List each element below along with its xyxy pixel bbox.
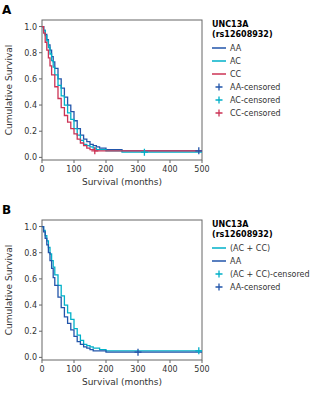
x-tick [138,360,139,363]
panel-label: A [2,3,12,17]
x-tick [202,360,203,363]
survival-curve [42,27,202,151]
legend-swatch [216,97,223,104]
survival-curve [42,227,202,353]
x-axis-label: Survival (months) [82,377,162,387]
legend-swatch [212,60,226,62]
x-tick-label: 400 [162,365,177,374]
y-tick [39,252,42,253]
y-tick [39,278,42,279]
legend-label: AA [230,257,242,266]
x-tick-label: 100 [66,165,81,174]
panel: 0 100 200 300 400 500 0.0 0.2 0.4 0.6 0.8 1.0 Surviv… [2,3,281,187]
x-tick [74,160,75,163]
y-tick-label: 0.8 [24,249,37,258]
x-tick-label: 500 [194,365,209,374]
x-axis-label: Survival (months) [82,177,162,187]
y-tick-label: 0.0 [24,353,37,362]
plot-area [42,27,202,156]
y-tick [39,52,42,53]
legend-label: AA-censored [230,83,280,92]
y-tick [39,226,42,227]
legend-swatch [212,260,226,262]
y-tick [39,105,42,106]
y-tick [39,78,42,79]
x-tick-label: 0 [39,365,44,374]
censored-marker [195,347,202,354]
y-tick [39,157,42,158]
legend-label: CC-censored [230,109,281,118]
x-tick-label: 300 [130,365,145,374]
plot-frame [42,20,202,160]
panel-label: B [2,203,11,217]
x-tick-label: 300 [130,165,145,174]
x-tick [106,160,107,163]
y-tick-label: 0.4 [24,101,37,110]
x-tick-label: 200 [98,365,113,374]
legend-label: (AC + CC) [230,244,270,253]
y-axis-label: Cumulative Survival [4,45,14,136]
censored-marker [141,149,148,156]
x-tick [202,160,203,163]
x-tick [74,360,75,363]
y-tick [39,331,42,332]
x-tick [170,160,171,163]
legend-swatch [212,73,226,75]
y-tick-label: 0.6 [24,75,37,84]
survival-curve [42,27,202,153]
y-tick-label: 0.0 [24,153,37,162]
x-tick-label: 400 [162,165,177,174]
y-tick [39,357,42,358]
legend-label: AC [230,57,241,66]
y-tick [39,26,42,27]
censored-marker [91,147,98,154]
x-tick [42,160,43,163]
legend-swatch [212,247,226,249]
legend-label: AA-censored [230,283,280,292]
y-tick-label: 1.0 [24,223,37,232]
y-tick-label: 0.4 [24,301,37,310]
panel: 0 100 200 300 400 500 0.0 0.2 0.4 0.6 0.8 1.0 Surviv… [2,203,310,387]
y-tick-label: 0.2 [24,327,37,336]
x-tick-label: 200 [98,165,113,174]
legend-swatch [216,284,223,291]
x-tick [106,360,107,363]
legend-swatch [216,84,223,91]
x-tick [138,160,139,163]
x-tick [42,360,43,363]
chart: 0 100 200 300 400 500 0.0 0.2 0.4 0.6 0.8 1.0 Surviv… [0,0,320,400]
legend-swatch [216,271,223,278]
legend: UNC13A(rs12608932) (AC + CC) AA (AC + CC)-c… [212,220,310,292]
survival-curve [42,27,202,151]
legend-swatch [212,47,226,49]
legend-title: UNC13A(rs12608932) [212,220,273,239]
censored-marker [195,147,202,154]
legend-swatch [216,110,223,117]
plot-frame [42,220,202,360]
plot-area [42,227,202,356]
legend-title: UNC13A(rs12608932) [212,20,273,39]
legend-label: CC [230,70,242,79]
censored-marker [135,349,142,356]
legend-label: AC-censored [230,96,280,105]
x-tick [170,360,171,363]
y-axis-label: Cumulative Survival [4,245,14,336]
x-tick-label: 100 [66,365,81,374]
y-tick [39,305,42,306]
y-tick-label: 0.6 [24,275,37,284]
survival-curve [42,227,202,351]
y-tick [39,131,42,132]
x-tick-label: 0 [39,165,44,174]
y-tick-label: 0.2 [24,127,37,136]
y-tick-label: 0.8 [24,49,37,58]
legend-label: (AC + CC)-censored [230,270,310,279]
x-tick-label: 500 [194,165,209,174]
legend: UNC13A(rs12608932) AA AC CC AA-censored AC-ce… [212,20,281,118]
legend-label: AA [230,44,242,53]
y-tick-label: 1.0 [24,23,37,32]
